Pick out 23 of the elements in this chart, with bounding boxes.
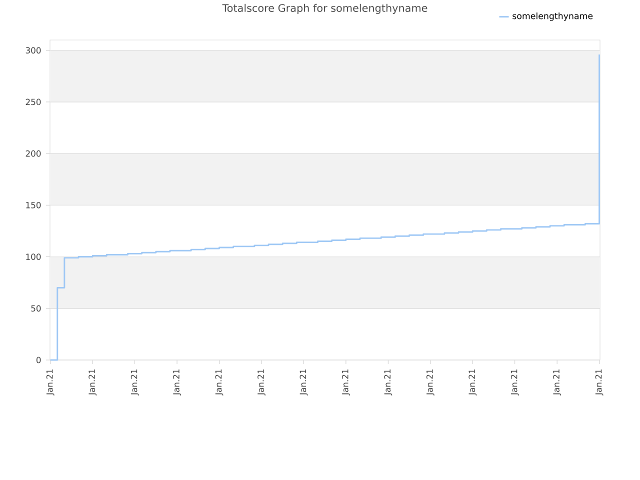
x-tick-label: Jan.21 (342, 369, 350, 396)
x-tick-label: Jan.21 (553, 369, 562, 396)
y-tick-label: 300 (26, 47, 41, 54)
y-tick-label: 200 (26, 150, 41, 157)
x-tick-label: Jan.21 (595, 369, 604, 396)
x-tick-label: Jan.21 (258, 369, 266, 396)
legend-label: somelengthyname (512, 12, 593, 21)
x-tick-label: Jan.21 (46, 369, 54, 396)
x-tick-label: Jan.21 (215, 369, 224, 396)
x-tick-label: Jan.21 (510, 369, 519, 396)
x-tick-label: Jan.21 (300, 369, 308, 396)
x-tick-label: Jan.21 (468, 369, 477, 396)
x-tick-label: Jan.21 (426, 369, 434, 396)
chart-title: Totalscore Graph for somelengthyname (222, 4, 428, 14)
y-tick-label: 50 (31, 305, 41, 312)
x-tick-label: Jan.21 (173, 369, 181, 396)
x-tick-label: Jan.21 (88, 369, 97, 396)
y-tick-label: 100 (26, 254, 41, 260)
y-tick-label: 250 (26, 98, 41, 106)
x-tick-label: Jan.21 (384, 369, 392, 396)
y-tick-label: 150 (26, 202, 41, 208)
y-tick-label: 0 (36, 356, 41, 364)
x-tick-label: Jan.21 (130, 369, 139, 396)
